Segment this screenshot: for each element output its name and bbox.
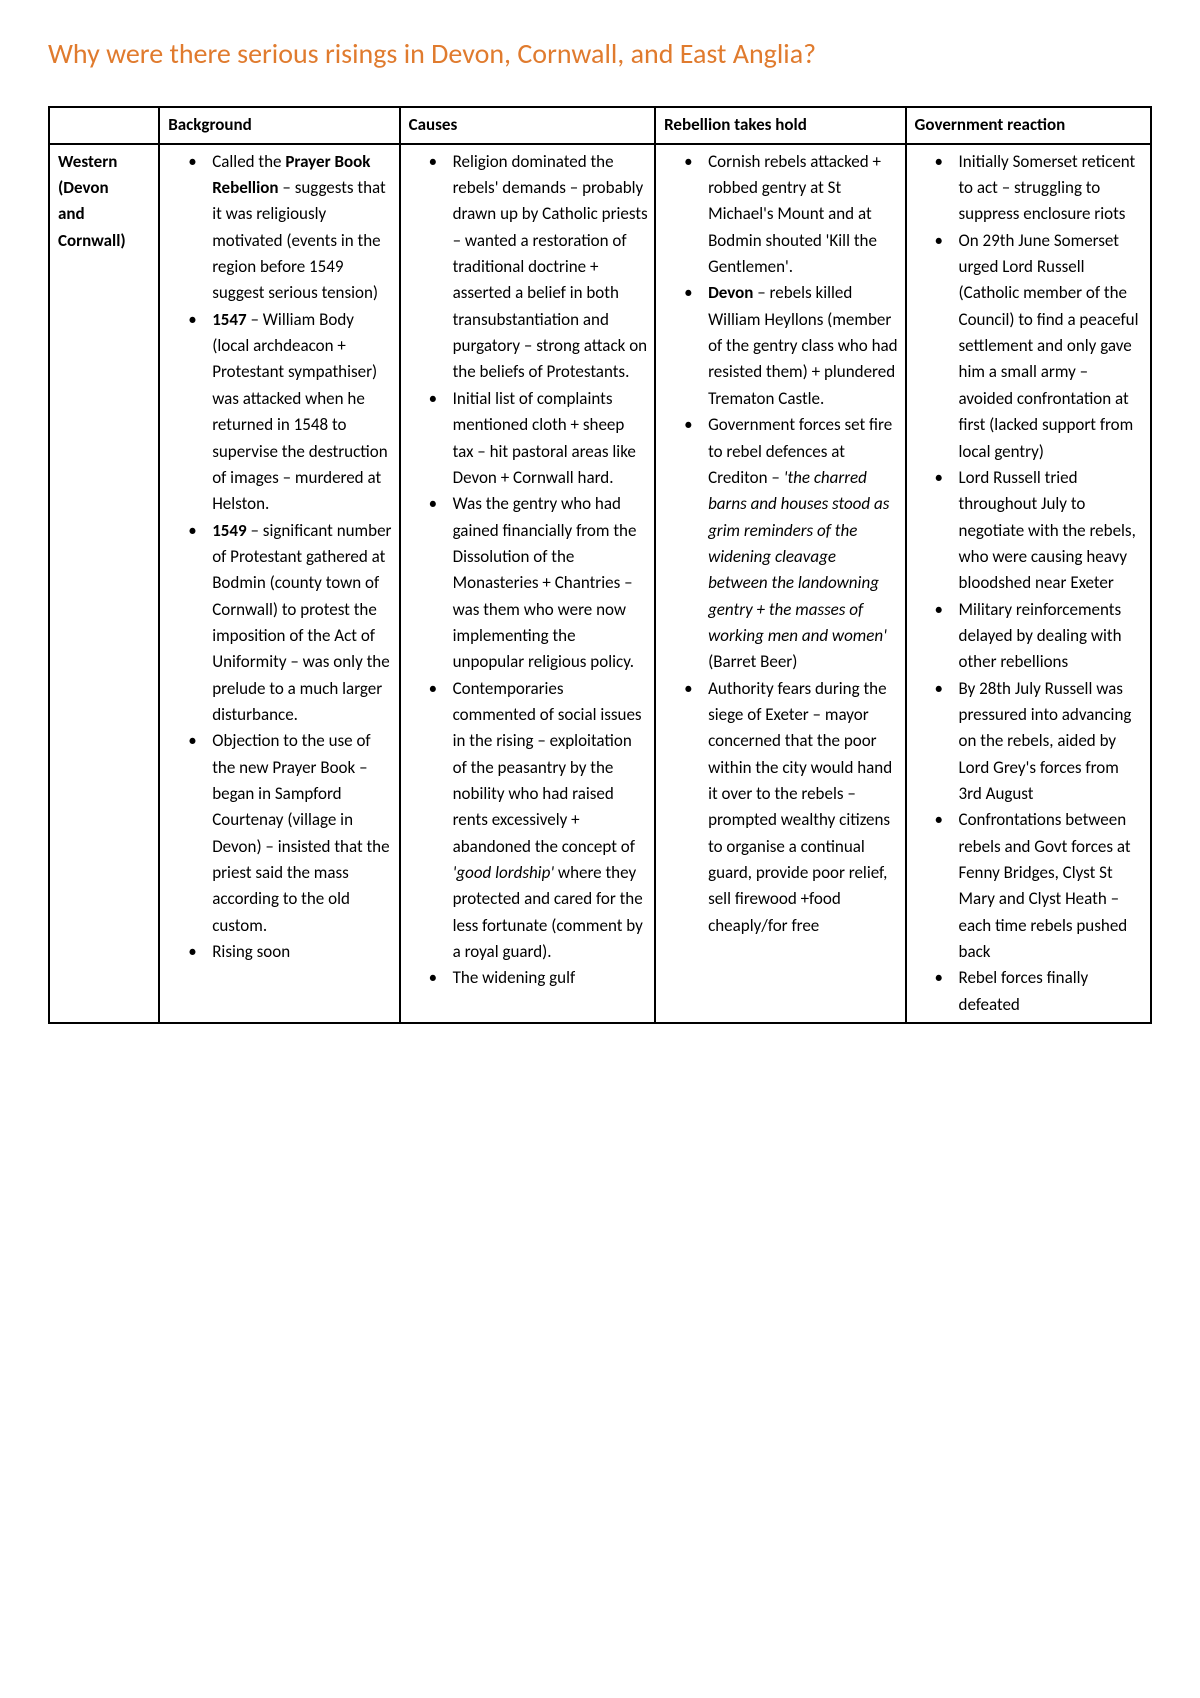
list-item: Military reinforcements delayed by deali…	[941, 597, 1144, 676]
header-causes: Causes	[400, 107, 655, 143]
header-background: Background	[159, 107, 399, 143]
page-title: Why were there serious risings in Devon,…	[48, 36, 1152, 72]
list-item: Rising soon	[194, 939, 392, 965]
bullet-list: Religion dominated the rebels' demands –…	[407, 149, 648, 992]
table-row: Western(DevonandCornwall) Called the Pray…	[49, 144, 1151, 1023]
header-rebellion: Rebellion takes hold	[655, 107, 905, 143]
list-item: By 28th July Russell was pressured into …	[941, 676, 1144, 808]
list-item: Rebel forces finally defeated	[941, 965, 1144, 1018]
cell-rebellion: Cornish rebels attacked + robbed gentry …	[655, 144, 905, 1023]
header-empty	[49, 107, 159, 143]
list-item: Called the Prayer Book Rebellion – sugge…	[194, 149, 392, 307]
cell-reaction: Initially Somerset reticent to act – str…	[906, 144, 1151, 1023]
list-item: 1549 – significant number of Protestant …	[194, 518, 392, 729]
list-item: Confrontations between rebels and Govt f…	[941, 807, 1144, 965]
header-reaction: Government reaction	[906, 107, 1151, 143]
bullet-list: Called the Prayer Book Rebellion – sugge…	[166, 149, 392, 966]
list-item: On 29th June Somerset urged Lord Russell…	[941, 228, 1144, 465]
cell-background: Called the Prayer Book Rebellion – sugge…	[159, 144, 399, 1023]
list-item: Was the gentry who had gained financiall…	[435, 491, 648, 675]
list-item: Cornish rebels attacked + robbed gentry …	[690, 149, 898, 281]
list-item: 1547 – William Body (local archdeacon + …	[194, 307, 392, 518]
list-item: Contemporaries commented of social issue…	[435, 676, 648, 966]
cell-causes: Religion dominated the rebels' demands –…	[400, 144, 655, 1023]
list-item: Lord Russell tried throughout July to ne…	[941, 465, 1144, 597]
list-item: Authority fears during the siege of Exet…	[690, 676, 898, 939]
row-label: Western(DevonandCornwall)	[49, 144, 159, 1023]
list-item: The widening gulf	[435, 965, 648, 991]
table-header-row: Background Causes Rebellion takes hold G…	[49, 107, 1151, 143]
list-item: Religion dominated the rebels' demands –…	[435, 149, 648, 386]
list-item: Initially Somerset reticent to act – str…	[941, 149, 1144, 228]
risings-table: Background Causes Rebellion takes hold G…	[48, 106, 1152, 1024]
bullet-list: Initially Somerset reticent to act – str…	[913, 149, 1144, 1018]
list-item: Devon – rebels killed William Heyllons (…	[690, 280, 898, 412]
bullet-list: Cornish rebels attacked + robbed gentry …	[662, 149, 898, 939]
list-item: Government forces set fire to rebel defe…	[690, 412, 898, 675]
list-item: Initial list of complaints mentioned clo…	[435, 386, 648, 491]
list-item: Objection to the use of the new Prayer B…	[194, 728, 392, 939]
